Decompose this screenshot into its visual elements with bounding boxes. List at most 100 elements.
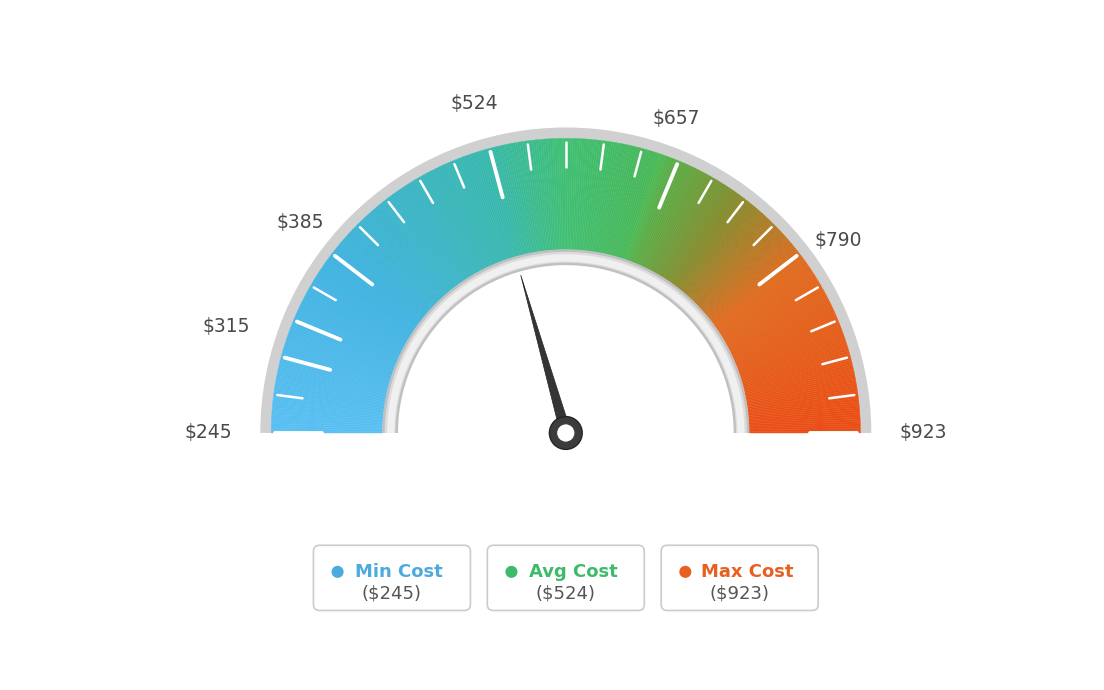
Wedge shape bbox=[624, 153, 661, 259]
Wedge shape bbox=[338, 245, 424, 317]
Text: Min Cost: Min Cost bbox=[355, 563, 443, 581]
Wedge shape bbox=[296, 314, 397, 360]
Wedge shape bbox=[641, 164, 689, 266]
Wedge shape bbox=[402, 187, 465, 280]
Wedge shape bbox=[499, 146, 526, 254]
Wedge shape bbox=[587, 140, 603, 251]
Wedge shape bbox=[701, 233, 784, 309]
Wedge shape bbox=[300, 304, 401, 353]
Wedge shape bbox=[749, 405, 859, 417]
Wedge shape bbox=[277, 371, 386, 396]
Wedge shape bbox=[705, 241, 792, 315]
Wedge shape bbox=[330, 254, 420, 323]
Wedge shape bbox=[380, 203, 452, 290]
Wedge shape bbox=[574, 139, 582, 250]
Text: $790: $790 bbox=[814, 231, 861, 250]
Wedge shape bbox=[700, 231, 782, 308]
Wedge shape bbox=[406, 184, 467, 279]
Wedge shape bbox=[707, 244, 793, 316]
Wedge shape bbox=[374, 208, 448, 293]
Wedge shape bbox=[737, 331, 843, 371]
Wedge shape bbox=[730, 299, 829, 351]
Wedge shape bbox=[326, 260, 417, 326]
Wedge shape bbox=[627, 155, 666, 260]
Wedge shape bbox=[272, 408, 383, 419]
Wedge shape bbox=[665, 184, 725, 279]
Wedge shape bbox=[586, 140, 601, 250]
Wedge shape bbox=[273, 396, 384, 411]
Wedge shape bbox=[644, 166, 693, 268]
Wedge shape bbox=[307, 291, 405, 346]
Wedge shape bbox=[556, 139, 562, 250]
Wedge shape bbox=[272, 412, 383, 422]
Wedge shape bbox=[497, 146, 524, 255]
Text: $385: $385 bbox=[276, 213, 323, 232]
Wedge shape bbox=[713, 258, 804, 325]
Wedge shape bbox=[319, 269, 413, 332]
Wedge shape bbox=[573, 139, 580, 250]
Wedge shape bbox=[285, 342, 391, 377]
Wedge shape bbox=[735, 318, 838, 363]
Wedge shape bbox=[569, 139, 573, 250]
Wedge shape bbox=[744, 362, 852, 390]
Text: $524: $524 bbox=[450, 94, 498, 112]
Wedge shape bbox=[662, 183, 723, 278]
Wedge shape bbox=[355, 225, 436, 304]
Wedge shape bbox=[749, 398, 859, 413]
Wedge shape bbox=[529, 140, 544, 251]
Wedge shape bbox=[743, 355, 850, 386]
Wedge shape bbox=[658, 178, 715, 275]
Wedge shape bbox=[358, 223, 437, 303]
Wedge shape bbox=[279, 362, 388, 390]
Wedge shape bbox=[745, 373, 854, 397]
Wedge shape bbox=[389, 196, 457, 286]
Wedge shape bbox=[722, 277, 817, 337]
Wedge shape bbox=[424, 174, 479, 272]
Wedge shape bbox=[278, 368, 386, 395]
Wedge shape bbox=[436, 168, 487, 268]
Wedge shape bbox=[677, 199, 746, 288]
Wedge shape bbox=[383, 200, 454, 289]
Wedge shape bbox=[344, 237, 429, 312]
Wedge shape bbox=[288, 333, 393, 372]
Wedge shape bbox=[628, 156, 668, 261]
Wedge shape bbox=[572, 139, 577, 250]
Wedge shape bbox=[597, 143, 618, 253]
Wedge shape bbox=[272, 415, 383, 423]
Wedge shape bbox=[673, 195, 741, 286]
Wedge shape bbox=[578, 139, 588, 250]
Wedge shape bbox=[520, 141, 539, 252]
Wedge shape bbox=[715, 262, 807, 328]
Wedge shape bbox=[729, 297, 828, 350]
Wedge shape bbox=[388, 254, 744, 433]
Wedge shape bbox=[750, 431, 860, 433]
Wedge shape bbox=[488, 148, 519, 256]
Wedge shape bbox=[492, 147, 521, 255]
Wedge shape bbox=[750, 419, 860, 426]
Wedge shape bbox=[703, 238, 788, 313]
Wedge shape bbox=[577, 139, 586, 250]
Wedge shape bbox=[348, 233, 431, 309]
Wedge shape bbox=[746, 384, 857, 404]
Wedge shape bbox=[750, 424, 860, 428]
Wedge shape bbox=[543, 139, 553, 250]
Wedge shape bbox=[286, 337, 392, 375]
Wedge shape bbox=[284, 346, 391, 380]
Wedge shape bbox=[284, 344, 391, 379]
Wedge shape bbox=[506, 144, 530, 253]
Wedge shape bbox=[743, 357, 851, 387]
Wedge shape bbox=[340, 241, 426, 315]
Wedge shape bbox=[362, 218, 440, 300]
Wedge shape bbox=[481, 150, 514, 257]
Wedge shape bbox=[645, 168, 696, 268]
Wedge shape bbox=[749, 415, 860, 423]
FancyBboxPatch shape bbox=[487, 545, 645, 611]
Text: Max Cost: Max Cost bbox=[701, 563, 793, 581]
Wedge shape bbox=[718, 267, 810, 331]
Wedge shape bbox=[501, 145, 528, 254]
Wedge shape bbox=[545, 139, 554, 250]
Wedge shape bbox=[733, 312, 836, 359]
Wedge shape bbox=[554, 139, 560, 250]
Wedge shape bbox=[749, 417, 860, 424]
Wedge shape bbox=[351, 230, 433, 307]
